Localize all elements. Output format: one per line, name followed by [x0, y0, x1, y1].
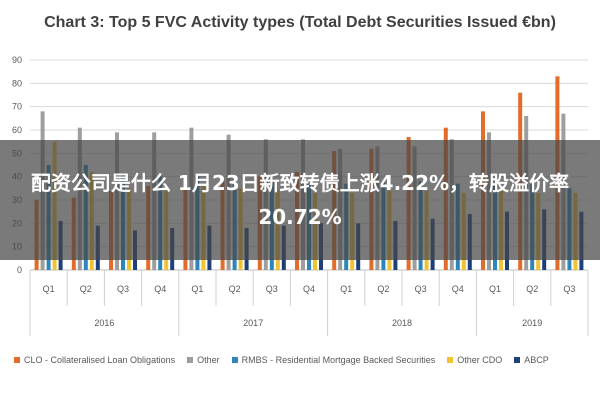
headline-text: 配资公司是什么 1月23日新致转债上涨4.22%，转股溢价率20.72%: [30, 171, 570, 229]
y-tick-label: 70: [12, 102, 22, 112]
y-tick-label: 0: [17, 265, 22, 275]
x-tick-label: Q3: [117, 284, 129, 294]
x-tick-label: Q3: [415, 284, 427, 294]
legend-item: RMBS - Residential Mortgage Backed Secur…: [231, 355, 436, 365]
year-label: 2019: [522, 318, 542, 328]
x-tick-label: Q1: [340, 284, 352, 294]
x-tick-label: Q4: [154, 284, 166, 294]
y-tick-label: 90: [12, 55, 22, 65]
headline-overlay: 配资公司是什么 1月23日新致转债上涨4.22%，转股溢价率20.72%: [0, 140, 600, 260]
year-label: 2017: [243, 318, 263, 328]
x-tick-label: Q3: [563, 284, 575, 294]
x-tick-label: Q2: [377, 284, 389, 294]
legend-swatch: [187, 357, 194, 363]
chart-legend: CLO - Collateralised Loan Obligations Oth…: [14, 352, 600, 368]
x-tick-label: Q1: [43, 284, 55, 294]
x-tick-label: Q1: [489, 284, 501, 294]
legend-label: Other CDO: [457, 355, 503, 365]
legend-label: Other: [197, 355, 220, 365]
year-label: 2016: [94, 318, 114, 328]
x-tick-label: Q2: [80, 284, 92, 294]
legend-item: CLO - Collateralised Loan Obligations: [14, 355, 175, 365]
legend-label: CLO - Collateralised Loan Obligations: [24, 355, 176, 365]
legend-swatch: [514, 357, 521, 363]
legend-swatch: [14, 357, 20, 363]
x-tick-label: Q3: [266, 284, 278, 294]
legend-item: Other: [187, 355, 220, 365]
y-tick-label: 60: [12, 125, 22, 135]
x-tick-label: Q1: [191, 284, 203, 294]
legend-label: ABCP: [524, 355, 549, 365]
year-label: 2018: [392, 318, 412, 328]
legend-swatch: [231, 357, 238, 363]
x-tick-label: Q4: [303, 284, 315, 294]
legend-item: ABCP: [514, 355, 549, 365]
y-tick-label: 80: [12, 78, 22, 88]
legend-swatch: [447, 357, 454, 363]
legend-item: Other CDO: [447, 355, 502, 365]
x-tick-label: Q2: [526, 284, 538, 294]
x-tick-label: Q4: [452, 284, 464, 294]
legend-label: RMBS - Residential Mortgage Backed Secur…: [241, 355, 436, 365]
x-tick-label: Q2: [229, 284, 241, 294]
chart-title: Chart 3: Top 5 FVC Activity types (Total…: [44, 14, 556, 31]
